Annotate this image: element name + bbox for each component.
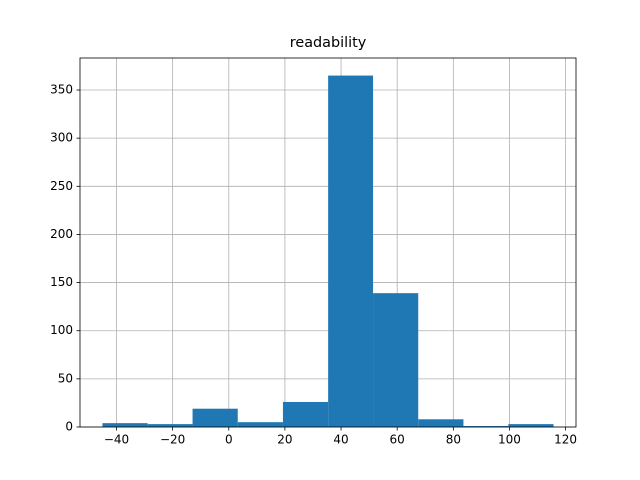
bar [282,401,329,427]
axes-frame [79,57,577,428]
bar [373,293,419,427]
x-tick-label: 40 [333,433,348,447]
bar [147,424,193,427]
y-tick-label: 200 [50,227,73,241]
bar [463,426,509,427]
x-tick-label: 60 [390,433,405,447]
y-tick-label: 0 [65,420,73,434]
y-tick-label: 150 [50,275,73,289]
bar [192,408,238,427]
bar [508,424,554,427]
x-tick-label: 80 [446,433,461,447]
bar [418,419,464,427]
x-tick-label: 100 [498,433,521,447]
x-tick-label: 0 [225,433,233,447]
y-tick-label: 50 [58,371,73,385]
x-tick-label: 20 [277,433,292,447]
y-tick-label: 300 [50,131,73,145]
bar [328,75,374,428]
bar [102,423,148,427]
y-tick-label: 350 [50,83,73,97]
x-tick-label: −40 [104,433,129,447]
x-tick-label: −20 [160,433,185,447]
y-tick-label: 100 [50,323,73,337]
y-tick-label: 250 [50,179,73,193]
x-tick-label: 120 [554,433,577,447]
chart-title: readability [290,35,367,51]
bar [237,422,283,427]
